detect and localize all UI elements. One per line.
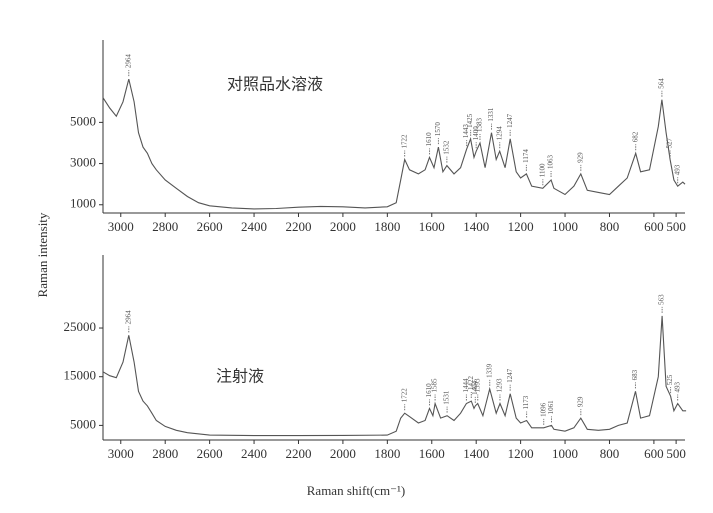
x-tick-label: 2800: [152, 446, 178, 461]
peak-label: 493: [673, 164, 681, 175]
x-tick-label: 2000: [330, 446, 356, 461]
x-tick-label: 2400: [241, 446, 267, 461]
peak-label: 1383: [476, 117, 484, 132]
peak-label: 1532: [442, 140, 450, 155]
peak-label: 682: [631, 131, 639, 142]
peak-label: 1570: [434, 122, 442, 137]
y-tick-label: 1000: [70, 196, 96, 211]
peak-label: 1393: [473, 378, 481, 393]
x-tick-label: 1400: [463, 219, 489, 234]
peak-label: 1096: [539, 402, 547, 417]
peak-label: 1173: [522, 395, 530, 409]
peak-label: 1063: [547, 155, 555, 170]
peak-label: 1339: [485, 363, 493, 378]
peak-label: 1722: [400, 388, 408, 403]
peak-label: 1610: [425, 383, 433, 398]
peak-label: 1247: [506, 113, 514, 128]
x-axis-label: Raman shift(cm⁻¹): [307, 483, 405, 498]
x-tick-label: 2800: [152, 219, 178, 234]
x-tick-label: 2200: [285, 219, 311, 234]
peak-label: 929: [576, 396, 584, 407]
peak-label: 1531: [443, 390, 451, 405]
peak-label: 493: [673, 381, 681, 392]
peak-label: 1061: [547, 400, 555, 415]
peak-label: 1444: [462, 378, 470, 393]
x-tick-label: 500: [666, 219, 686, 234]
x-tick-label: 2600: [197, 219, 223, 234]
y-tick-label: 5000: [70, 416, 96, 431]
peak-label: 1722: [400, 134, 408, 149]
x-tick-label: 3000: [108, 446, 134, 461]
peak-label: 563: [658, 294, 666, 305]
chart-title: 注射液: [216, 368, 264, 386]
peak-label: 1404: [471, 380, 479, 395]
y-tick-label: 15000: [64, 368, 97, 383]
peak-label: 1294: [495, 126, 503, 141]
x-tick-label: 2200: [285, 446, 311, 461]
peak-label: 2964: [124, 54, 132, 69]
x-tick-label: 600: [644, 219, 664, 234]
x-tick-label: 1800: [374, 446, 400, 461]
peak-label: 929: [576, 152, 584, 163]
peak-label: 525: [666, 374, 674, 385]
x-tick-label: 2400: [241, 219, 267, 234]
x-tick-label: 1800: [374, 219, 400, 234]
x-tick-label: 1200: [508, 219, 534, 234]
y-tick-label: 3000: [70, 155, 96, 170]
x-tick-label: 1000: [552, 446, 578, 461]
chart-title: 对照品水溶液: [227, 76, 323, 94]
peak-label: 1100: [538, 163, 546, 177]
peak-label: 1174: [522, 149, 530, 163]
y-tick-label: 5000: [70, 113, 96, 128]
y-tick-label: 25000: [64, 319, 97, 334]
peak-label: 527: [666, 137, 674, 148]
x-tick-label: 800: [600, 219, 620, 234]
x-tick-label: 1600: [419, 219, 445, 234]
peak-label: 1400: [472, 126, 480, 141]
x-tick-label: 1000: [552, 219, 578, 234]
x-tick-label: 800: [600, 446, 620, 461]
peak-label: 1247: [506, 368, 514, 383]
x-tick-label: 2000: [330, 219, 356, 234]
peak-label: 1293: [496, 378, 504, 393]
x-tick-label: 3000: [108, 219, 134, 234]
peak-label: 1422: [467, 376, 475, 391]
x-tick-label: 1400: [463, 446, 489, 461]
x-tick-label: 1600: [419, 446, 445, 461]
x-tick-label: 500: [666, 446, 686, 461]
peak-label: 1585: [431, 378, 439, 393]
peak-label: 1443: [462, 124, 470, 139]
peak-label: 1610: [425, 132, 433, 147]
spectrum-line: [102, 78, 686, 210]
peak-label: 564: [658, 78, 666, 89]
peak-label: 683: [631, 369, 639, 380]
x-tick-label: 1200: [508, 446, 534, 461]
peak-label: 2964: [124, 310, 132, 325]
spectrum-line: [102, 315, 687, 437]
y-axis-label: Raman intensity: [35, 212, 50, 297]
peak-label: 1331: [487, 107, 495, 122]
x-tick-label: 600: [644, 446, 664, 461]
peak-label: 1425: [466, 113, 474, 128]
x-tick-label: 2600: [197, 446, 223, 461]
